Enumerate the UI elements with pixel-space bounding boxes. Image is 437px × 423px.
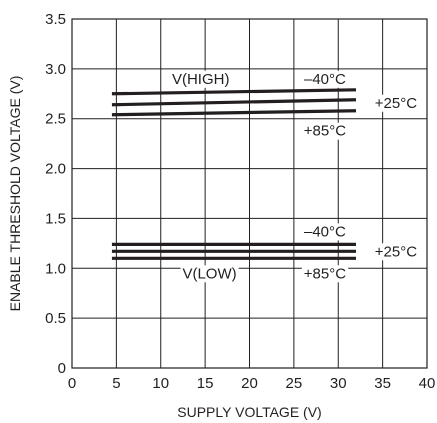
y-tick-label: 0.5 xyxy=(45,310,66,327)
x-tick-label: 10 xyxy=(152,375,169,392)
annotation-7: +85°C xyxy=(301,265,349,283)
x-tick-label: 0 xyxy=(68,375,76,392)
series-annotations: V(HIGH) –40°C +25°C +85°C V(LOW) –40°C +25°C +8… xyxy=(169,70,420,283)
annotation-4: V(LOW) xyxy=(180,265,239,283)
y-tick-label: 3.0 xyxy=(45,61,66,78)
annotation-1: –40°C xyxy=(302,70,349,88)
annotation-label: –40°C xyxy=(304,71,346,88)
annotation-backdrop xyxy=(301,265,349,283)
annotation-label: +25°C xyxy=(375,243,417,260)
annotation-3: +85°C xyxy=(301,122,349,140)
annotation-backdrop xyxy=(302,223,349,241)
annotation-backdrop xyxy=(372,94,420,112)
series-line-0 xyxy=(111,88,357,96)
annotation-backdrop xyxy=(180,265,239,283)
annotation-label: V(LOW) xyxy=(182,265,236,282)
y-tick-label: 1.0 xyxy=(45,260,66,277)
annotation-2: +25°C xyxy=(372,94,420,112)
plot-frame xyxy=(71,18,428,369)
annotation-label: V(HIGH) xyxy=(172,71,230,88)
annotation-label: +85°C xyxy=(304,123,346,140)
y-tick-label: 0 xyxy=(58,360,66,377)
y-tick-label: 3.5 xyxy=(45,11,66,28)
grid xyxy=(72,19,427,368)
annotation-6: +25°C xyxy=(372,243,420,261)
annotation-label: –40°C xyxy=(304,223,346,240)
annotation-label: +25°C xyxy=(375,95,417,112)
y-tick-label: 2.5 xyxy=(45,111,66,128)
annotation-label: +85°C xyxy=(304,265,346,282)
series-lines xyxy=(111,88,357,260)
annotation-backdrop xyxy=(372,243,420,261)
x-tick-label: 30 xyxy=(330,375,347,392)
y-axis-label: ENABLE THRESHOLD VOLTAGE (V) xyxy=(7,76,23,312)
series-line-1 xyxy=(111,98,357,107)
x-tick-label: 15 xyxy=(197,375,214,392)
x-tick-label: 40 xyxy=(419,375,436,392)
x-tick-label: 5 xyxy=(112,375,120,392)
x-tick-label: 35 xyxy=(374,375,391,392)
series-line-2 xyxy=(111,109,357,117)
y-axis-tick-labels: 0 0.5 1.0 1.5 2.0 2.5 3.0 3.5 xyxy=(45,11,66,377)
x-tick-label: 25 xyxy=(286,375,303,392)
annotation-backdrop xyxy=(169,70,232,88)
annotation-backdrop xyxy=(301,122,349,140)
y-tick-label: 1.5 xyxy=(45,210,66,227)
y-tick-label: 2.0 xyxy=(45,161,66,178)
annotation-backdrop xyxy=(302,70,349,88)
x-tick-label: 20 xyxy=(241,375,258,392)
x-axis-label: SUPPLY VOLTAGE (V) xyxy=(177,404,321,420)
annotation-0: V(HIGH) xyxy=(169,70,232,88)
x-axis-tick-labels: 0 5 10 15 20 25 30 35 40 xyxy=(68,375,436,392)
annotation-5: –40°C xyxy=(302,223,349,241)
